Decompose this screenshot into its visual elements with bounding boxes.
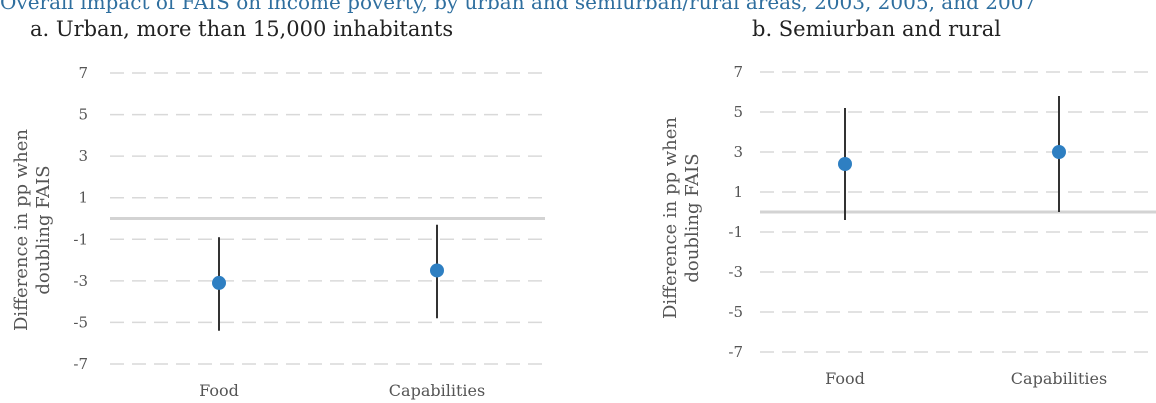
error-bars (218, 224, 438, 331)
error-bars (844, 96, 1060, 220)
y-tick-label: -5 (73, 313, 88, 331)
y-tick-label: -1 (728, 223, 743, 241)
y-tick-labels: 7 5 3 1 -1 -3 -5 -7 (728, 63, 743, 361)
panel-semiurban-rural: b. Semiurban and rural Difference in pp … (660, 17, 1156, 388)
y-tick-label: -7 (728, 343, 743, 361)
data-point (838, 157, 852, 171)
data-point (212, 275, 226, 290)
y-tick-labels: 7 5 3 1 -1 -3 -5 -7 (73, 64, 88, 373)
category-label: Food (825, 369, 865, 388)
category-label: Capabilities (389, 381, 485, 400)
gridlines (110, 72, 545, 365)
data-point (430, 263, 444, 278)
data-points (838, 145, 1066, 171)
y-axis-label: Difference in pp when doubling FAIS (660, 117, 703, 319)
figure-title-fragment: Overall impact of FAIS on income poverty… (0, 0, 1036, 14)
y-tick-label: 1 (78, 189, 88, 207)
y-axis-label: Difference in pp when doubling FAIS (11, 129, 54, 331)
gridlines (760, 71, 1156, 353)
y-tick-label: 7 (78, 64, 88, 82)
y-tick-label: 5 (78, 106, 88, 124)
y-tick-label: -7 (73, 355, 88, 373)
category-label: Food (199, 381, 239, 400)
data-points (212, 263, 444, 290)
panel-title: b. Semiurban and rural (752, 17, 1001, 41)
category-labels: Food Capabilities (825, 369, 1107, 388)
panel-urban: a. Urban, more than 15,000 inhabitants D… (11, 17, 545, 400)
y-tick-label: 3 (733, 143, 743, 161)
category-labels: Food Capabilities (199, 381, 485, 400)
category-label: Capabilities (1011, 369, 1107, 388)
y-tick-label: -3 (73, 272, 88, 290)
y-tick-label: -1 (73, 230, 88, 248)
y-tick-label: 5 (733, 103, 743, 121)
y-tick-label: -5 (728, 303, 743, 321)
y-axis-label-line-2: doubling FAIS (33, 165, 54, 294)
y-tick-label: 7 (733, 63, 743, 81)
panel-title: a. Urban, more than 15,000 inhabitants (30, 17, 453, 41)
y-tick-label: 3 (78, 147, 88, 165)
y-tick-label: -3 (728, 263, 743, 281)
y-tick-label: 1 (733, 183, 743, 201)
data-point (1052, 145, 1066, 159)
y-axis-label-line-1: Difference in pp when (660, 117, 681, 319)
y-axis-label-line-1: Difference in pp when (11, 129, 32, 331)
y-axis-label-line-2: doubling FAIS (682, 153, 703, 282)
